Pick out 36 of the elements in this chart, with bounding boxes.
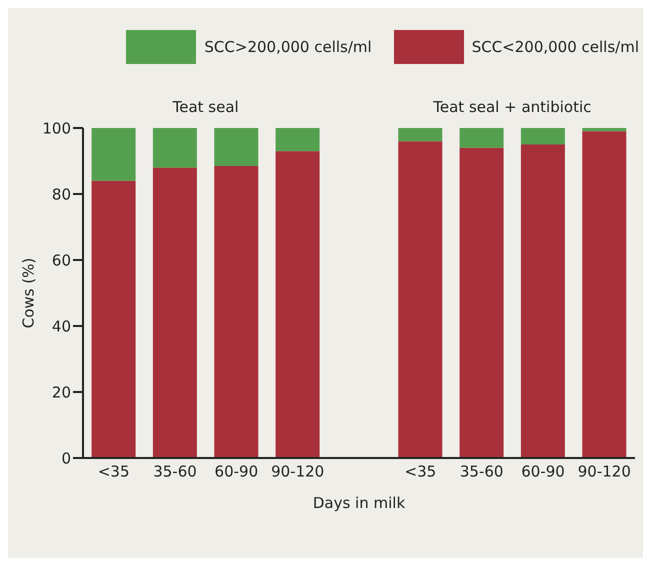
x-tick-label: 35-60 (460, 462, 504, 481)
bar (92, 180, 136, 458)
y-axis-title: Cows (%) (19, 258, 38, 328)
x-tick-label: <35 (98, 462, 130, 481)
bar (582, 128, 626, 132)
bar (398, 141, 442, 458)
x-tick-label: 60-90 (214, 462, 258, 481)
x-tick-label: 90-120 (578, 462, 631, 481)
bar (520, 144, 565, 458)
bar (582, 131, 626, 458)
bar (92, 128, 136, 181)
bar (214, 166, 258, 458)
bar (460, 128, 504, 148)
bar (152, 168, 197, 458)
x-tick-label: 35-60 (153, 462, 197, 481)
bar (276, 128, 320, 152)
text: Teat seal (172, 98, 240, 116)
y-tick-label: 20 (52, 383, 71, 402)
y-tick-label: 0 (61, 449, 71, 468)
y-tick-label: 100 (42, 119, 71, 138)
legend-label: SCC<200,000 cells/ml (472, 38, 639, 56)
x-tick-label: 60-90 (521, 462, 565, 481)
x-tick-label: 90-120 (271, 462, 324, 481)
bar (398, 128, 442, 142)
y-tick-label: 60 (52, 251, 71, 270)
legend-label: SCC>200,000 cells/ml (204, 38, 372, 56)
bar (152, 128, 197, 168)
bar (214, 128, 258, 166)
y-tick-label: 40 (52, 317, 71, 336)
bar (520, 128, 565, 144)
x-tick-label: <35 (404, 462, 436, 481)
bar (460, 148, 504, 458)
text: Teat seal + antibiotic (432, 98, 592, 116)
y-tick-label: 80 (52, 185, 71, 204)
bar (276, 151, 320, 458)
x-axis-title: Days in milk (312, 494, 406, 512)
